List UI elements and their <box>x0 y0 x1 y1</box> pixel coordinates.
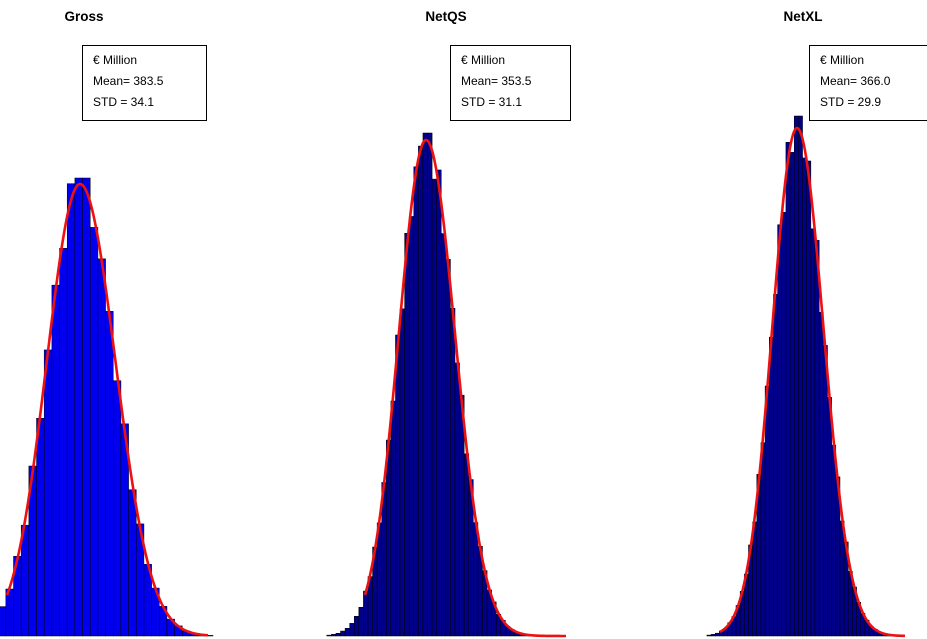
histogram-bar <box>5 588 14 637</box>
histogram-bar <box>331 634 337 637</box>
histogram-bar <box>802 157 807 637</box>
histogram-bar <box>706 634 712 637</box>
panel-title-netqs: NetQS <box>425 9 467 24</box>
histogram-bar <box>714 632 720 637</box>
histogram-bar <box>344 628 350 637</box>
stats-mean: Mean= 353.5 <box>461 74 532 88</box>
histogram-bar <box>427 132 433 637</box>
histogram-bar <box>82 177 91 637</box>
histogram-bar <box>326 634 332 637</box>
histogram-bar <box>454 362 460 637</box>
histogram-bar <box>710 634 716 637</box>
stats-box-gross: € Million Mean= 383.5 STD = 34.1 <box>82 45 207 121</box>
histogram-bar <box>769 336 774 637</box>
histogram-bar <box>793 115 799 637</box>
histogram-bar <box>459 394 465 637</box>
histogram-bar <box>386 439 392 637</box>
histogram-netxl <box>706 115 906 638</box>
histogram-bar <box>814 240 820 637</box>
histogram-bar <box>408 216 415 637</box>
histogram-bar <box>422 132 428 637</box>
histogram-bar <box>413 166 419 637</box>
fit-curve <box>719 126 906 638</box>
stats-std: STD = 34.1 <box>93 95 155 109</box>
stats-std: STD = 31.1 <box>461 95 523 109</box>
histogram-bar <box>436 169 442 637</box>
histogram-bar <box>113 380 122 637</box>
histogram-bar <box>363 590 369 637</box>
histogram-bar <box>418 145 424 637</box>
histogram-bar <box>390 400 396 637</box>
histogram-bar <box>463 453 470 637</box>
stats-box-netqs: € Million Mean= 353.5 STD = 31.1 <box>450 45 571 121</box>
histogram-bar <box>450 307 456 637</box>
histogram-bar <box>818 311 824 637</box>
histogram-bar <box>399 308 405 637</box>
histogram-bar <box>0 606 7 637</box>
histogram-bar <box>395 334 401 637</box>
histogram-gross <box>0 177 214 637</box>
histogram-bar <box>810 228 816 637</box>
histogram-bar <box>798 115 803 637</box>
stats-std: STD = 29.9 <box>820 95 882 109</box>
histogram-bar <box>51 284 60 637</box>
histogram-bar <box>36 418 45 637</box>
histogram-bar <box>781 212 787 637</box>
histogram-bar <box>445 259 451 637</box>
stats-mean: Mean= 366.0 <box>820 74 891 88</box>
panel-title-gross: Gross <box>64 9 104 24</box>
histogram-bar <box>358 607 364 637</box>
histogram-bar <box>335 633 341 637</box>
histogram-bar <box>806 160 812 637</box>
histogram-bar <box>89 227 99 637</box>
histogram-bar <box>777 224 783 637</box>
stats-unit: € Million <box>820 53 865 67</box>
histogram-bar <box>823 345 828 637</box>
histogram-bar <box>97 258 106 637</box>
histogram-bar <box>773 293 778 637</box>
histogram-netqs <box>326 132 567 638</box>
histogram-bar <box>785 142 791 637</box>
histogram-bar <box>74 177 83 637</box>
histogram-bar <box>128 489 137 637</box>
histogram-bar <box>66 183 76 637</box>
histogram-bar <box>839 520 845 637</box>
histogram-bar <box>431 178 437 637</box>
fit-curve <box>363 138 567 638</box>
histogram-bar <box>789 152 795 637</box>
stats-box-netxl: € Million Mean= 366.0 STD = 29.9 <box>809 45 927 121</box>
stats-unit: € Million <box>461 53 506 67</box>
histogram-bar <box>441 233 447 637</box>
histogram-bar <box>473 522 479 637</box>
histogram-bar <box>43 349 53 637</box>
histogram-bar <box>764 385 770 637</box>
histogram-bar <box>340 630 346 637</box>
histogram-bar <box>353 615 360 637</box>
histogram-bar <box>831 444 837 637</box>
histogram-bar <box>105 311 114 637</box>
histogram-bar <box>349 623 355 637</box>
panel-title-netxl: NetXL <box>783 9 823 24</box>
stats-unit: € Million <box>93 53 138 67</box>
histogram-bar <box>59 248 68 637</box>
stats-mean: Mean= 383.5 <box>93 74 164 88</box>
histogram-bar <box>752 521 758 637</box>
histogram-bar <box>760 442 766 637</box>
fit-curve <box>5 182 209 637</box>
histogram-bar <box>827 397 832 637</box>
histogram-bar <box>404 232 410 637</box>
